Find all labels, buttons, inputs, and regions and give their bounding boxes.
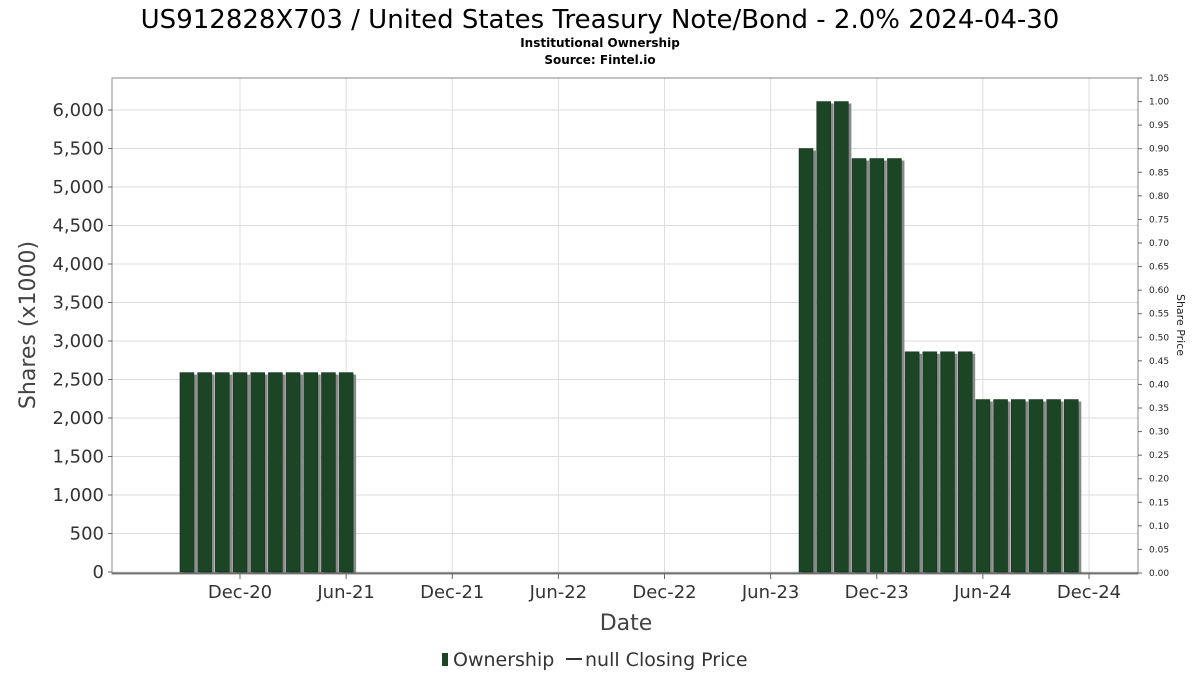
y2-tick-label: 0.55 — [1149, 310, 1169, 320]
bar — [1028, 399, 1044, 573]
x-tick-label: Jun-23 — [741, 582, 800, 603]
y2-tick-label: 0.60 — [1149, 286, 1169, 296]
y2-tick-label: 0.15 — [1149, 498, 1169, 508]
y2-tick-label: 0.75 — [1149, 215, 1169, 225]
x-tick-label: Jun-21 — [316, 582, 375, 603]
y2-tick-label: 0.70 — [1149, 239, 1169, 249]
chart-title: US912828X703 / United States Treasury No… — [141, 5, 1060, 35]
bar — [250, 372, 265, 573]
y2-tick-label: 0.50 — [1149, 333, 1169, 343]
bar — [869, 158, 884, 573]
bar — [851, 158, 867, 573]
y-tick-label: 4,000 — [52, 254, 104, 275]
y-tick-label: 4,500 — [52, 216, 104, 237]
bar — [268, 372, 283, 573]
legend-ownership-label: Ownership — [453, 649, 554, 671]
bar — [816, 101, 831, 573]
bar — [197, 372, 212, 573]
y-tick-label: 1,500 — [52, 447, 104, 468]
y2-tick-label: 0.10 — [1149, 522, 1169, 532]
y-tick-label: 2,000 — [52, 408, 104, 429]
bar — [957, 351, 973, 573]
y-tick-label: 3,500 — [52, 293, 104, 314]
chart-subtitle: Institutional Ownership — [520, 36, 680, 50]
chart-source: Source: Fintel.io — [544, 53, 655, 67]
y-axis-label: Shares (x1000) — [16, 241, 41, 409]
x-tick-label: Dec-21 — [420, 582, 484, 603]
y-tick-label: 5,000 — [52, 177, 104, 198]
y2-tick-label: 0.00 — [1149, 569, 1169, 579]
bar — [303, 372, 318, 573]
bar — [179, 372, 195, 573]
y2-tick-label: 0.90 — [1149, 145, 1169, 155]
x-tick-label: Dec-20 — [208, 582, 272, 603]
bar — [798, 148, 814, 573]
legend-ownership-swatch — [442, 653, 448, 666]
y2-tick-label: 0.45 — [1149, 357, 1169, 367]
x-tick-label: Jun-24 — [953, 582, 1012, 603]
legend: Ownership null Closing Price — [442, 649, 748, 671]
bar — [338, 372, 354, 573]
legend-price-label: null Closing Price — [585, 649, 748, 671]
y2-tick-label: 0.20 — [1149, 475, 1169, 485]
y-tick-label: 5,500 — [52, 139, 104, 160]
bars — [112, 101, 1138, 574]
bar — [1064, 399, 1079, 573]
y2-tick-label: 0.85 — [1149, 168, 1169, 178]
y2-tick-label: 0.05 — [1149, 545, 1169, 555]
bar — [232, 372, 248, 573]
y-tick-label: 3,000 — [52, 331, 104, 352]
y2-axis-ticks: 0.00 0.05 0.10 0.15 0.20 0.25 0.30 0.35 0.40 0.45… — [1138, 74, 1169, 579]
bar — [1046, 399, 1061, 573]
bar — [215, 372, 230, 573]
bar — [887, 158, 902, 573]
bar — [285, 372, 301, 573]
y-tick-label: 6,000 — [52, 100, 104, 121]
y2-axis-label: Share Price — [1174, 294, 1187, 356]
y2-tick-label: 0.65 — [1149, 263, 1169, 273]
x-tick-label: Dec-22 — [632, 582, 696, 603]
y-tick-label: 0 — [93, 562, 104, 583]
y-tick-label: 500 — [70, 524, 104, 545]
plot-area — [111, 77, 1139, 575]
bar — [904, 351, 920, 573]
bar — [922, 351, 938, 573]
y2-tick-label: 0.25 — [1149, 451, 1169, 461]
y2-tick-label: 0.30 — [1149, 428, 1169, 438]
x-axis-label: Date — [600, 611, 653, 636]
bar — [940, 351, 955, 573]
x-tick-label: Dec-24 — [1057, 582, 1121, 603]
y2-tick-label: 1.00 — [1149, 98, 1169, 108]
y-tick-label: 2,500 — [52, 370, 104, 391]
x-tick-label: Dec-23 — [845, 582, 909, 603]
y2-tick-label: 0.40 — [1149, 380, 1169, 390]
bar — [1011, 399, 1026, 573]
y-tick-label: 1,000 — [52, 485, 104, 506]
bar — [975, 399, 991, 573]
x-axis-ticks: Dec-20 Jun-21 Dec-21 Jun-22 Dec-22 Jun-23 Dec-… — [208, 574, 1121, 603]
bar — [993, 399, 1008, 573]
bar — [834, 101, 849, 573]
y2-tick-label: 1.05 — [1149, 74, 1169, 84]
y2-tick-label: 0.95 — [1149, 121, 1169, 131]
y-axis-ticks: 0 500 1,000 1,500 2,000 2,500 3,000 3,500 4,000 4… — [52, 100, 112, 583]
x-tick-label: Jun-22 — [529, 582, 588, 603]
bar — [321, 372, 336, 573]
y2-tick-label: 0.35 — [1149, 404, 1169, 414]
y2-tick-label: 0.80 — [1149, 192, 1169, 202]
